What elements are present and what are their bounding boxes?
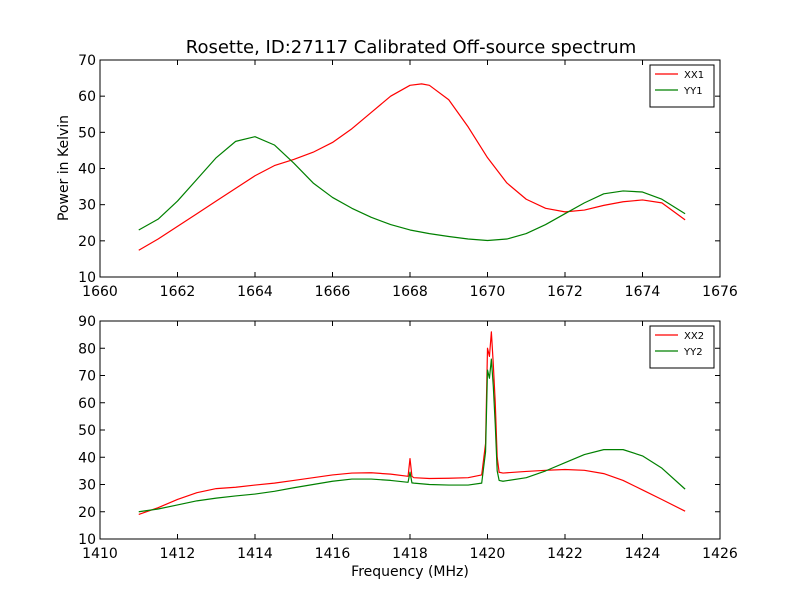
- bottom-legend: [649, 325, 715, 369]
- bottom-x-tick-label: 1420: [470, 546, 506, 562]
- top-plot-ylabel: Power in Kelvin: [56, 115, 72, 221]
- bottom-y-tick-label: 80: [78, 341, 96, 357]
- bottom-legend-label-xx2: XX2: [684, 331, 704, 342]
- bottom-plot-xlabel: Frequency (MHz): [351, 564, 469, 580]
- top-series-line-xx1: [138, 83, 686, 251]
- top-x-tick-label: 1664: [237, 284, 273, 300]
- bottom-y-tick-label: 40: [78, 450, 96, 466]
- bottom-x-tick-label: 1422: [547, 546, 583, 562]
- top-x-tick-label: 1676: [702, 284, 738, 300]
- figure-title: Rosette, ID:27117 Calibrated Off-source …: [186, 37, 636, 58]
- bottom-plot: Frequency (MHz) 1410 1412 1414 1416 1418 1420…: [78, 314, 738, 580]
- top-y-tick-label: 10: [78, 270, 96, 286]
- top-legend-label-xx1: XX1: [684, 70, 704, 81]
- bottom-y-tick-label: 10: [78, 532, 96, 548]
- top-x-tick-label: 1672: [547, 284, 583, 300]
- top-plot: Power in Kelvin 1660 1662 1664 1666 1668 1670…: [56, 53, 738, 300]
- top-x-tick-label: 1660: [82, 284, 118, 300]
- top-x-tick-label: 1670: [470, 284, 506, 300]
- top-legend: [649, 64, 715, 108]
- bottom-x-tick-label: 1418: [392, 546, 428, 562]
- bottom-x-tick-label: 1412: [160, 546, 196, 562]
- top-y-tick-label: 30: [78, 198, 96, 214]
- bottom-x-tick-label: 1424: [625, 546, 661, 562]
- bottom-x-tick-label: 1426: [702, 546, 738, 562]
- bottom-y-tick-label: 20: [78, 505, 96, 521]
- top-series-line-yy1: [138, 136, 686, 242]
- bottom-y-tick-label: 90: [78, 314, 96, 330]
- bottom-x-tick-label: 1416: [315, 546, 351, 562]
- bottom-x-tick-label: 1410: [82, 546, 118, 562]
- bottom-series-line-yy2: [138, 358, 686, 513]
- bottom-series-line-xx2: [138, 331, 686, 516]
- top-legend-label-yy1: YY1: [683, 86, 703, 97]
- top-y-tick-label: 50: [78, 125, 96, 141]
- top-y-tick-label: 60: [78, 89, 96, 105]
- top-y-tick-label: 70: [78, 53, 96, 69]
- bottom-y-tick-label: 50: [78, 423, 96, 439]
- bottom-legend-label-yy2: YY2: [683, 347, 703, 358]
- bottom-x-tick-label: 1414: [237, 546, 273, 562]
- top-x-tick-label: 1666: [315, 284, 351, 300]
- top-y-tick-label: 40: [78, 162, 96, 178]
- top-y-tick-label: 20: [78, 234, 96, 250]
- bottom-y-tick-label: 60: [78, 396, 96, 412]
- bottom-y-tick-label: 30: [78, 478, 96, 494]
- top-x-tick-label: 1662: [160, 284, 196, 300]
- bottom-y-tick-label: 70: [78, 369, 96, 385]
- top-x-tick-label: 1668: [392, 284, 428, 300]
- top-x-tick-label: 1674: [625, 284, 661, 300]
